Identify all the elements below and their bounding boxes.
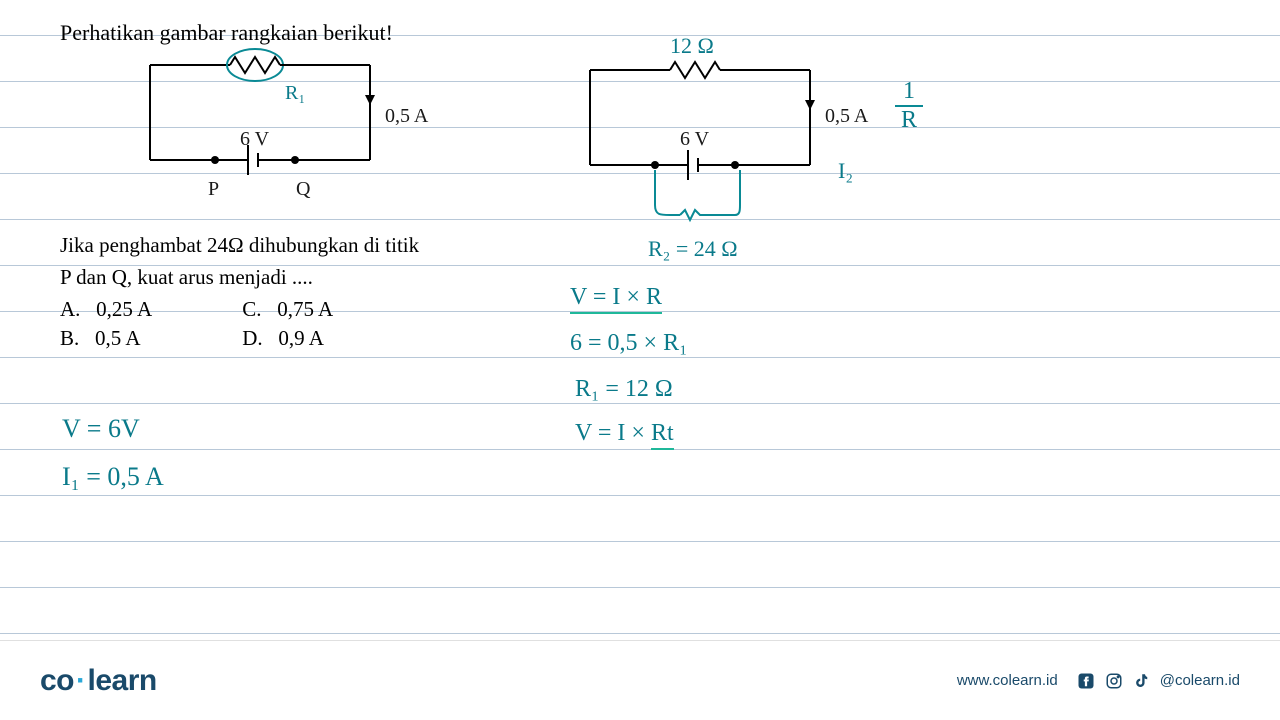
facebook-icon: [1076, 671, 1096, 691]
work-left-v: V = 6V: [62, 414, 140, 444]
footer-url: www.colearn.id: [957, 672, 1058, 689]
circuit-left-voltage: 6 V: [240, 128, 269, 151]
option-b: B. 0,5 A: [60, 326, 152, 351]
work-6-eq: 6 = 0,5 × R₁: [570, 330, 687, 357]
tiktok-icon: [1132, 671, 1152, 691]
footer: co·learn www.colearn.id @colearn.id: [0, 640, 1280, 720]
r1-12ohm-label: 12 Ω: [670, 33, 714, 59]
answer-options: A. 0,25 A B. 0,5 A C. 0,75 A D. 0,9 A: [60, 297, 419, 351]
social-links: @colearn.id: [1076, 671, 1240, 691]
option-a: A. 0,25 A: [60, 297, 152, 322]
work-r1-eq-12: R₁ = 12 Ω: [575, 376, 673, 403]
r1-label: R₁: [285, 82, 305, 105]
question-line1: Jika penghambat 24Ω dihubungkan di titik: [60, 230, 419, 262]
node-q-left: Q: [296, 178, 310, 201]
r2-24ohm-label: R₂ = 24 Ω: [648, 236, 738, 262]
circuit-left-diagram: [120, 45, 400, 205]
node-p-left: P: [208, 178, 219, 201]
i2-label: I₂: [838, 158, 853, 184]
social-handle: @colearn.id: [1160, 672, 1240, 689]
option-d: D. 0,9 A: [242, 326, 333, 351]
option-c: C. 0,75 A: [242, 297, 333, 322]
work-left-i1: I₁ = 0,5 A: [62, 462, 164, 492]
fraction-numerator: 1: [895, 78, 923, 107]
brand-logo: co·learn: [40, 664, 157, 698]
work-v-eq-irt: V = I × Rt: [575, 420, 674, 450]
instagram-icon: [1104, 671, 1124, 691]
fraction-denominator: R: [895, 107, 923, 134]
fraction-1-over-r: 1 R: [895, 78, 923, 134]
work-v-eq-ir: V = I × R: [570, 284, 662, 314]
page-title: Perhatikan gambar rangkaian berikut!: [60, 20, 1220, 46]
circuit-left-current: 0,5 A: [385, 105, 428, 128]
circuit-right-current: 0,5 A: [825, 105, 868, 128]
circuit-right-voltage: 6 V: [680, 128, 709, 151]
question-line2: P dan Q, kuat arus menjadi ....: [60, 262, 419, 294]
